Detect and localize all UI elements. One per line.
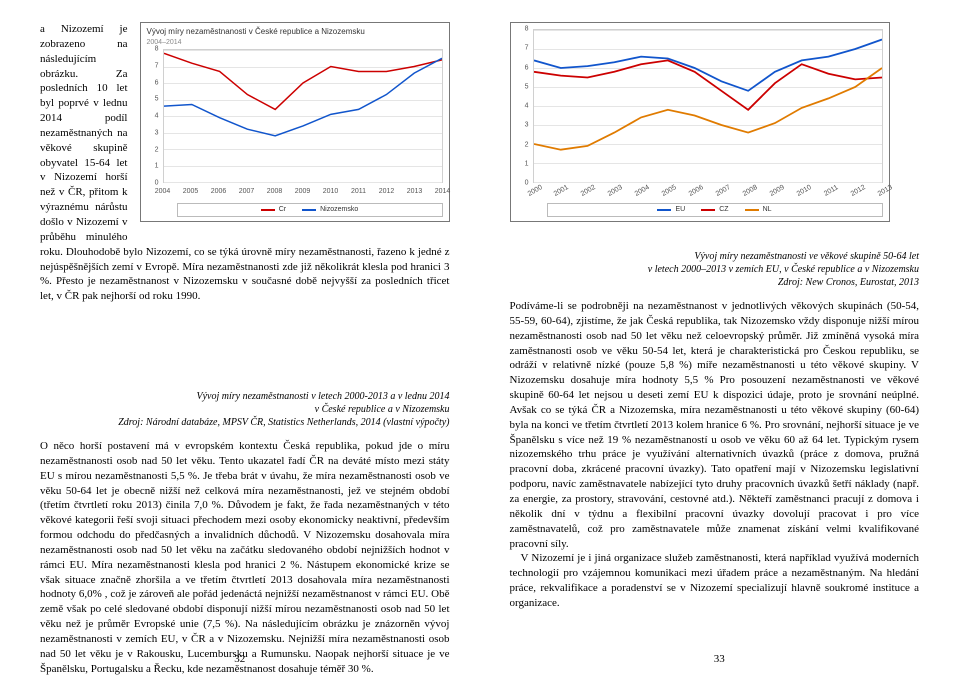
x-tick-label: 2001 [553, 183, 571, 199]
series-line-EU [534, 40, 882, 91]
x-tick-label: 2002 [580, 183, 598, 199]
y-axis-ticks: 012345678 [513, 29, 531, 183]
x-tick-label: 2012 [849, 183, 867, 199]
unemployment-chart-cr-nl: Vývoj míry nezaměstnanosti v České repub… [140, 22, 450, 222]
x-tick-label: 2005 [660, 183, 678, 199]
x-tick-label: 2014 [435, 187, 451, 196]
page-right: 0 1 2 3 4 5 6 7 8 2000200120022003200420052006200… [480, 0, 959, 683]
right-body-paragraph-1: Podíváme-li se podrobněji na nezaměstnan… [510, 299, 920, 551]
x-axis-ticks: 2000200120022003200420052006200720082009… [533, 187, 883, 199]
x-tick-label: 2005 [183, 187, 199, 196]
x-tick-label: 2006 [211, 187, 227, 196]
y-tick-label: 5 [155, 95, 159, 104]
page-number-left: 32 [234, 652, 245, 667]
right-chart-caption: Vývoj míry nezaměstnanosti ve věkové sku… [510, 250, 920, 289]
y-tick-label: 6 [525, 63, 529, 72]
y-tick-label: 3 [155, 128, 159, 137]
chart-legend: Cr Nizozemsko [177, 203, 443, 217]
x-tick-label: 2013 [407, 187, 423, 196]
x-tick-label: 2007 [239, 187, 255, 196]
x-tick-label: 2003 [607, 183, 625, 199]
legend-item-Nizozemsko: Nizozemsko [302, 205, 358, 214]
legend-label: CZ [719, 205, 728, 214]
legend-swatch [701, 209, 715, 211]
y-tick-label: 7 [155, 61, 159, 70]
legend-swatch [745, 209, 759, 211]
left-body-paragraph: O něco horší postavení má v evropském ko… [40, 439, 450, 677]
y-tick-label: 1 [155, 162, 159, 171]
plot-area [533, 29, 883, 183]
plot-area [163, 49, 443, 183]
x-tick-label: 2009 [295, 187, 311, 196]
legend-swatch [302, 209, 316, 211]
chart-lines [164, 50, 442, 182]
chart-lines [534, 30, 882, 182]
legend-label: Nizozemsko [320, 205, 358, 214]
x-tick-label: 2010 [323, 187, 339, 196]
legend-label: Cr [279, 205, 286, 214]
y-tick-label: 0 [525, 178, 529, 187]
legend-label: EU [675, 205, 685, 214]
x-tick-label: 2007 [714, 183, 732, 199]
caption-line: v letech 2000–2013 v zemích EU, v České … [648, 264, 919, 275]
caption-line: Vývoj míry nezaměstnanosti ve věkové sku… [694, 251, 919, 262]
x-tick-label: 2004 [155, 187, 171, 196]
x-tick-label: 2008 [267, 187, 283, 196]
y-tick-label: 3 [525, 121, 529, 130]
y-tick-label: 4 [155, 111, 159, 120]
x-tick-label: 2009 [768, 183, 786, 199]
y-axis-ticks: 012345678 [143, 49, 161, 183]
x-axis-ticks: 2004200520062007200820092010201120122013… [163, 187, 443, 199]
gridline [534, 182, 882, 183]
page-spread: Vývoj míry nezaměstnanosti v České repub… [0, 0, 959, 683]
page-number-right: 33 [714, 652, 725, 667]
x-tick-label: 2006 [687, 183, 705, 199]
caption-line: v České republice a v Nizozemsku [315, 404, 450, 415]
left-chart-caption: Vývoj míry nezaměstnanosti v letech 2000… [40, 390, 450, 429]
y-tick-label: 2 [525, 140, 529, 149]
x-tick-label: 2004 [633, 183, 651, 199]
chart-legend: EU CZ NL [547, 203, 883, 217]
y-tick-label: 8 [155, 44, 159, 53]
caption-line: Zdroj: Národní databáze, MPSV ČR, Statis… [118, 417, 449, 428]
series-line-Cr [164, 53, 442, 109]
series-line-Nizozemsko [164, 58, 442, 136]
y-tick-label: 2 [155, 145, 159, 154]
y-tick-label: 1 [525, 159, 529, 168]
x-tick-label: 2010 [795, 183, 813, 199]
unemployment-chart-eu-cz-nl: 0 1 2 3 4 5 6 7 8 2000200120022003200420052006200… [510, 22, 890, 222]
y-tick-label: 8 [525, 24, 529, 33]
legend-swatch [657, 209, 671, 211]
legend-swatch [261, 209, 275, 211]
caption-line: Vývoj míry nezaměstnanosti v letech 2000… [197, 391, 450, 402]
x-tick-label: 2011 [822, 183, 840, 199]
legend-item-CZ: CZ [701, 205, 728, 214]
legend-label: NL [763, 205, 772, 214]
y-tick-label: 4 [525, 101, 529, 110]
series-line-CZ [534, 60, 882, 109]
y-tick-label: 5 [525, 82, 529, 91]
legend-item-Cr: Cr [261, 205, 286, 214]
right-body-paragraph-2: V Nizozemí je i jiná organizace služeb z… [510, 551, 920, 610]
gridline [164, 182, 442, 183]
legend-item-EU: EU [657, 205, 685, 214]
x-tick-label: 2008 [741, 183, 759, 199]
x-tick-label: 2011 [351, 187, 366, 196]
chart-title: Vývoj míry nezaměstnanosti v České repub… [141, 23, 449, 47]
y-tick-label: 7 [525, 44, 529, 53]
x-tick-label: 2013 [876, 183, 894, 199]
page-left: Vývoj míry nezaměstnanosti v České repub… [0, 0, 480, 683]
x-tick-label: 2012 [379, 187, 395, 196]
y-tick-label: 6 [155, 78, 159, 87]
caption-line: Zdroj: New Cronos, Eurostat, 2013 [778, 277, 919, 288]
legend-item-NL: NL [745, 205, 772, 214]
